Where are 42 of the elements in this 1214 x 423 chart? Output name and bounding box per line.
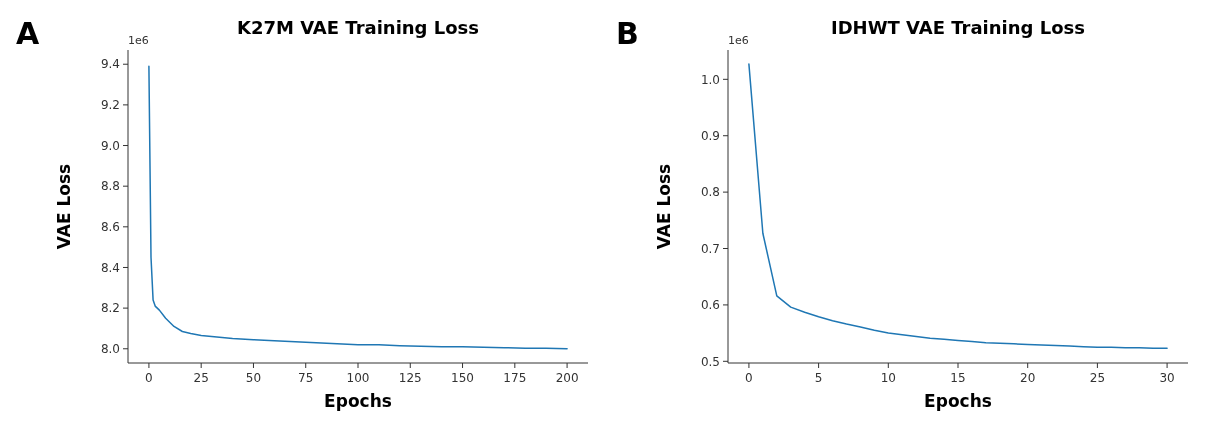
line-series bbox=[748, 63, 1168, 350]
x-tick-label: 0 bbox=[145, 371, 153, 385]
x-tick-label: 25 bbox=[1089, 371, 1106, 385]
x-tick-label: 100 bbox=[346, 371, 370, 385]
y-tick-label: 0.7 bbox=[700, 241, 720, 256]
x-tick-label: 50 bbox=[245, 371, 262, 385]
text: 1e6 bbox=[728, 34, 749, 47]
x-tick-label: 20 bbox=[1020, 371, 1036, 385]
x-tick-label: 0 bbox=[745, 371, 753, 385]
y-tick-label: 9.0 bbox=[100, 138, 120, 153]
y-tick-label: 9.4 bbox=[100, 57, 120, 72]
x-tick-label: 75 bbox=[298, 371, 314, 385]
text: B bbox=[616, 16, 639, 51]
y-tick-label: 1.0 bbox=[700, 72, 720, 87]
x-axis-title: Epochs bbox=[924, 391, 992, 411]
x-tick-label: 30 bbox=[1159, 371, 1175, 385]
x-tick-label: 150 bbox=[451, 371, 474, 385]
y-axis-title: VAE Loss bbox=[654, 163, 674, 250]
y-tick-label: 8.8 bbox=[100, 179, 120, 194]
y-tick-label: 8.6 bbox=[100, 220, 120, 235]
x-tick-label: 200 bbox=[555, 371, 579, 385]
y-tick-label: 0.9 bbox=[700, 128, 720, 143]
y-tick-label: 8.4 bbox=[100, 260, 120, 275]
y-axis-title: VAE Loss bbox=[54, 163, 74, 250]
x-tick-label: 25 bbox=[193, 371, 209, 385]
x-tick-label: 10 bbox=[880, 371, 896, 385]
y-tick-label: 8.0 bbox=[100, 341, 120, 356]
line-series bbox=[148, 65, 568, 350]
text: 1e6 bbox=[128, 34, 149, 47]
y-tick-label: 8.2 bbox=[100, 301, 120, 316]
x-tick-label: 125 bbox=[398, 371, 422, 385]
x-axis-title: Epochs bbox=[324, 391, 392, 411]
chart-title: K27M VAE Training Loss bbox=[236, 17, 480, 38]
x-tick-label: 15 bbox=[950, 371, 966, 385]
y-tick-label: 0.5 bbox=[700, 354, 720, 369]
x-tick-label: 175 bbox=[503, 371, 527, 385]
y-tick-label: 9.2 bbox=[100, 98, 120, 113]
y-tick-label: 0.8 bbox=[700, 185, 720, 200]
x-tick-label: 5 bbox=[814, 371, 823, 385]
chart-title: IDHWT VAE Training Loss bbox=[830, 17, 1086, 38]
text: A bbox=[16, 16, 40, 51]
y-tick-label: 0.6 bbox=[700, 298, 720, 313]
